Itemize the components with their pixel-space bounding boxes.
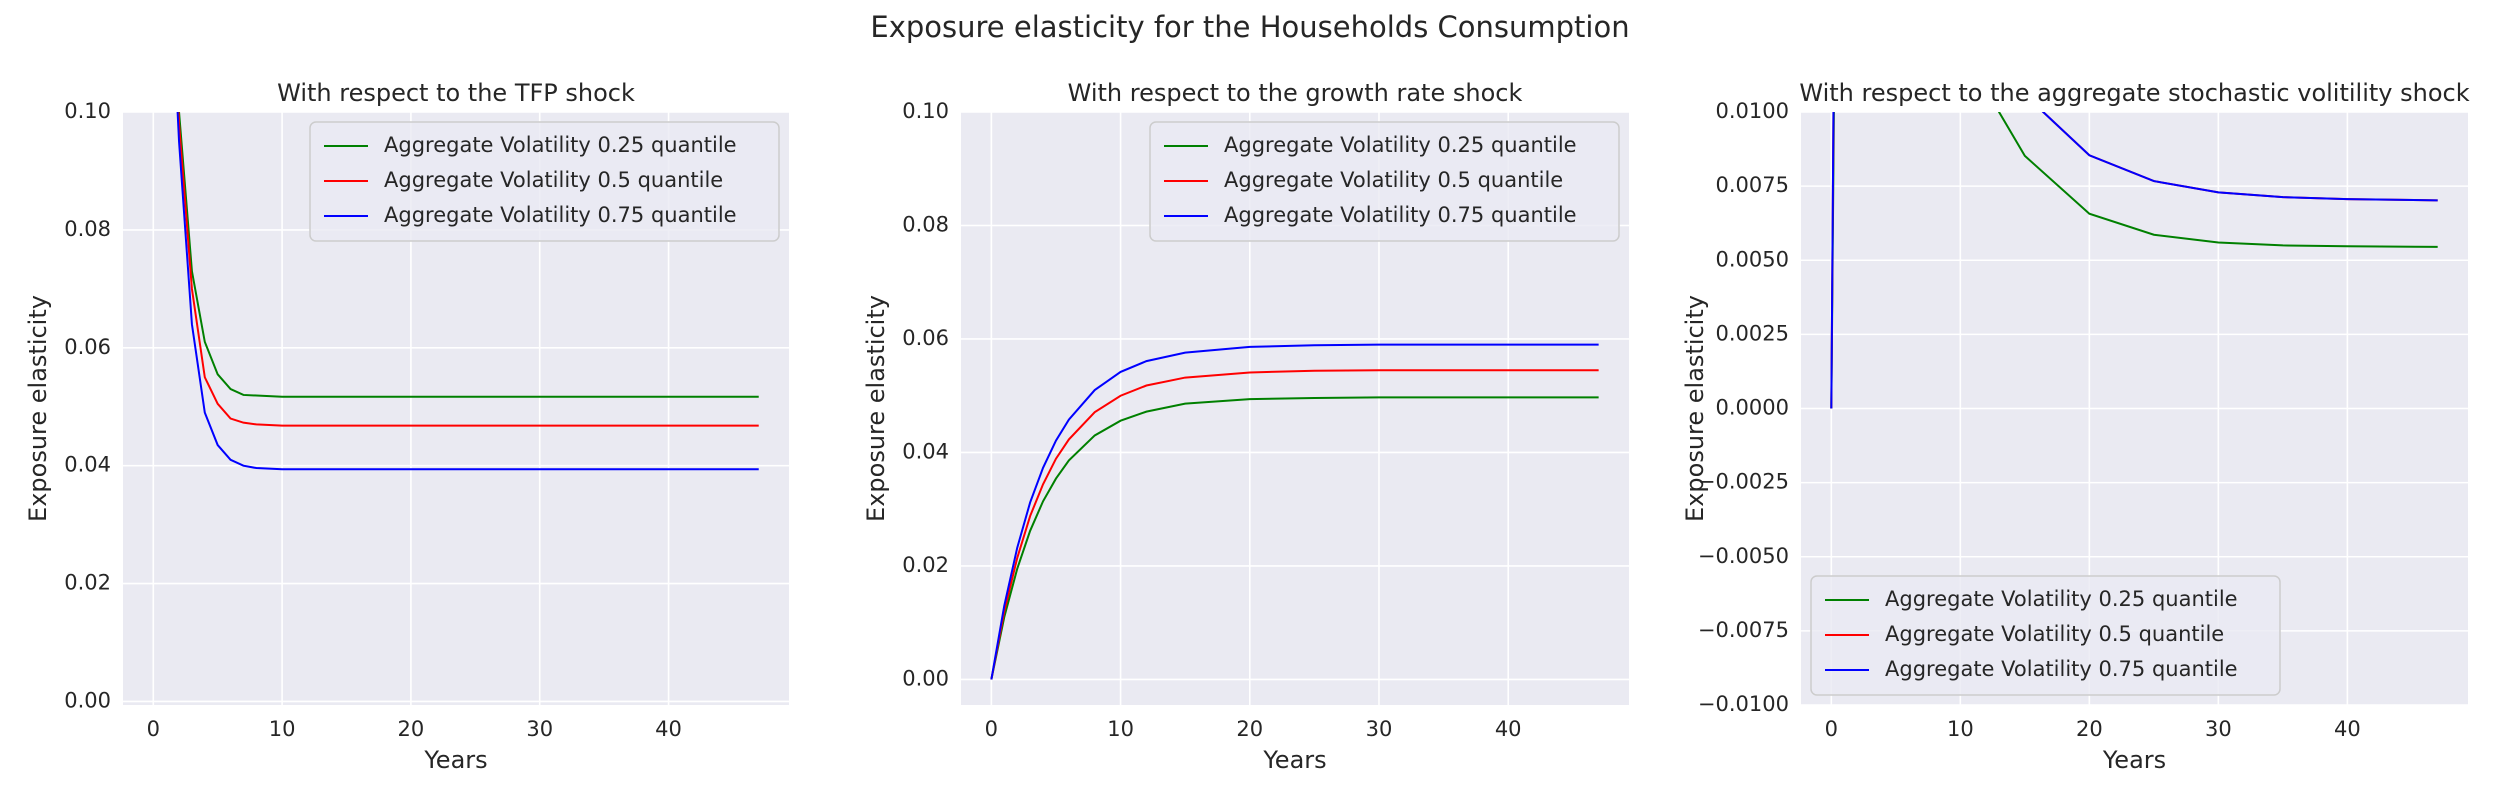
legend-label: Aggregate Volatility 0.5 quantile: [384, 168, 723, 192]
legend-label: Aggregate Volatility 0.25 quantile: [384, 133, 737, 157]
y-axis-label: Exposure elasticity: [1681, 295, 1709, 522]
y-tick-label: 0.04: [902, 439, 949, 463]
x-tick-label: 20: [1236, 717, 1263, 741]
figure-title: Exposure elasticity for the Households C…: [870, 10, 1629, 44]
x-tick-label: 30: [1366, 717, 1393, 741]
y-axis-label: Exposure elasticity: [862, 295, 890, 522]
series-line: [990, 396, 1599, 680]
series-line: [990, 369, 1599, 680]
y-tick-label: 0.10: [902, 99, 949, 123]
subplot: −0.0100 −0.0075 −0.0050 −0.0025 0.0000 0.0025…: [1681, 79, 2470, 774]
x-axis-label: Years: [1262, 746, 1326, 774]
y-tick-label: 0.06: [902, 326, 949, 350]
legend-box: [1810, 575, 2281, 696]
legend-label: Aggregate Volatility 0.75 quantile: [1224, 203, 1577, 227]
subplot-title: With respect to the aggregate stochastic…: [1799, 79, 2469, 107]
y-tick-label: 0.0000: [1716, 396, 1789, 420]
x-tick-label: 30: [2205, 717, 2232, 741]
subplot: 0.00 0.02 0.04 0.06 0.08 0.10 0 10 20 30 40 With re…: [862, 79, 1629, 774]
legend-label: Aggregate Volatility 0.75 quantile: [1885, 657, 2238, 681]
y-tick-label: 0.04: [64, 453, 111, 477]
series-line: [1830, 112, 2438, 409]
x-tick-label: 10: [1107, 717, 1134, 741]
y-tick-label: −0.0025: [1698, 470, 1789, 494]
x-tick-label: 0: [147, 717, 160, 741]
series-line: [176, 112, 759, 471]
y-tick-label: 0.08: [902, 212, 949, 236]
legend-label: Aggregate Volatility 0.5 quantile: [1885, 622, 2224, 646]
x-tick-label: 30: [526, 717, 553, 741]
subplot-title: With respect to the growth rate shock: [1068, 79, 1523, 107]
legend-box: [309, 121, 780, 242]
x-tick-label: 10: [269, 717, 296, 741]
legend-label: Aggregate Volatility 0.25 quantile: [1885, 587, 2238, 611]
y-axis-label: Exposure elasticity: [24, 295, 52, 522]
x-axis-label: Years: [2102, 746, 2166, 774]
legend-box: [1149, 121, 1620, 242]
legend-label: Aggregate Volatility 0.5 quantile: [1224, 168, 1563, 192]
y-tick-label: −0.0100: [1698, 692, 1789, 716]
y-tick-label: 0.0050: [1716, 247, 1789, 271]
legend-label: Aggregate Volatility 0.75 quantile: [384, 203, 737, 227]
x-tick-label: 10: [1947, 717, 1974, 741]
y-tick-label: 0.08: [64, 217, 111, 241]
y-tick-label: 0.02: [902, 553, 949, 577]
y-tick-label: 0.00: [64, 688, 111, 712]
y-tick-label: 0.0100: [1716, 99, 1789, 123]
x-axis-label: Years: [423, 746, 487, 774]
series-line: [177, 112, 759, 427]
x-tick-label: 0: [1825, 717, 1838, 741]
series-line: [1830, 112, 2438, 409]
legend-label: Aggregate Volatility 0.25 quantile: [1224, 133, 1577, 157]
x-tick-label: 40: [655, 717, 682, 741]
x-tick-label: 40: [1495, 717, 1522, 741]
series-line: [178, 112, 759, 398]
y-tick-label: 0.06: [64, 335, 111, 359]
y-tick-label: 0.0075: [1716, 173, 1789, 197]
series-line: [990, 343, 1599, 680]
x-tick-label: 40: [2334, 717, 2361, 741]
subplot: 0.00 0.02 0.04 0.06 0.08 0.10 0 10 20 30 40 With re…: [24, 79, 789, 774]
x-tick-label: 0: [985, 717, 998, 741]
y-tick-label: −0.0050: [1698, 544, 1789, 568]
x-tick-label: 20: [398, 717, 425, 741]
y-tick-label: 0.0025: [1716, 321, 1789, 345]
y-tick-label: 0.02: [64, 571, 111, 595]
y-tick-label: −0.0075: [1698, 618, 1789, 642]
x-tick-label: 20: [2076, 717, 2103, 741]
subplot-title: With respect to the TFP shock: [277, 79, 635, 107]
y-tick-label: 0.10: [64, 99, 111, 123]
y-tick-label: 0.00: [902, 666, 949, 690]
